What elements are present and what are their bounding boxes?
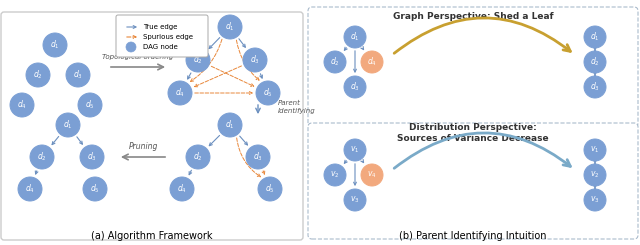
Text: Distribution Perspective:
Sources of Variance Decrease: Distribution Perspective: Sources of Var… [397,123,549,143]
Circle shape [186,145,210,169]
Circle shape [584,139,606,161]
Text: Topological ordering: Topological ordering [102,54,173,60]
Text: $v_3$: $v_3$ [350,195,360,205]
Text: $d_1$: $d_1$ [225,21,235,33]
Circle shape [584,76,606,98]
Text: $d_3$: $d_3$ [253,151,263,163]
Circle shape [218,113,242,137]
Circle shape [170,177,194,201]
Circle shape [30,145,54,169]
Circle shape [83,177,107,201]
Circle shape [243,48,267,72]
Text: $d_4$: $d_4$ [367,56,377,68]
Text: DAG node: DAG node [143,44,178,50]
Text: True edge: True edge [143,24,177,30]
Text: $d_4$: $d_4$ [175,87,185,99]
FancyBboxPatch shape [308,123,638,239]
Circle shape [584,164,606,186]
Text: $d_1$: $d_1$ [63,119,73,131]
Text: Parent
Identifying: Parent Identifying [278,100,316,114]
Text: $d_3$: $d_3$ [590,81,600,93]
Circle shape [18,177,42,201]
Circle shape [344,26,366,48]
Text: Pruning: Pruning [128,142,157,151]
Text: $v_1$: $v_1$ [350,145,360,155]
Text: $d_1$: $d_1$ [590,31,600,43]
Circle shape [126,42,136,52]
Circle shape [246,145,270,169]
Text: $d_2$: $d_2$ [330,56,340,68]
Text: (a) Algorithm Framework: (a) Algorithm Framework [92,231,212,241]
Text: $d_2$: $d_2$ [193,54,203,66]
Text: $v_3$: $v_3$ [590,195,600,205]
Text: Graph Perspective: Shed a Leaf: Graph Perspective: Shed a Leaf [393,12,554,22]
Circle shape [361,51,383,73]
FancyBboxPatch shape [308,7,638,127]
Circle shape [168,81,192,105]
Text: $d_3$: $d_3$ [73,69,83,81]
Circle shape [80,145,104,169]
Circle shape [26,63,50,87]
Circle shape [256,81,280,105]
Text: $d_1$: $d_1$ [50,39,60,51]
Circle shape [10,93,34,117]
Text: (b) Parent Identifying Intuition: (b) Parent Identifying Intuition [399,231,547,241]
Circle shape [218,15,242,39]
Circle shape [258,177,282,201]
Circle shape [43,33,67,57]
Circle shape [324,164,346,186]
Text: $d_1$: $d_1$ [350,31,360,43]
Text: $d_4$: $d_4$ [17,99,27,111]
Text: $d_3$: $d_3$ [87,151,97,163]
Circle shape [344,189,366,211]
FancyBboxPatch shape [1,12,303,240]
Circle shape [344,139,366,161]
Circle shape [584,51,606,73]
Circle shape [78,93,102,117]
Circle shape [584,26,606,48]
FancyBboxPatch shape [116,15,208,57]
Text: $d_3$: $d_3$ [250,54,260,66]
Text: $d_5$: $d_5$ [90,183,100,195]
Circle shape [186,48,210,72]
Text: $d_2$: $d_2$ [37,151,47,163]
Text: $d_2$: $d_2$ [33,69,43,81]
Circle shape [66,63,90,87]
Text: $d_2$: $d_2$ [590,56,600,68]
Text: $d_5$: $d_5$ [265,183,275,195]
Text: $d_5$: $d_5$ [263,87,273,99]
Text: $v_1$: $v_1$ [590,145,600,155]
Text: $d_3$: $d_3$ [350,81,360,93]
Text: $d_4$: $d_4$ [25,183,35,195]
Text: $v_2$: $v_2$ [590,170,600,180]
Circle shape [324,51,346,73]
Text: $d_2$: $d_2$ [193,151,203,163]
Circle shape [344,76,366,98]
Circle shape [361,164,383,186]
Text: $d_1$: $d_1$ [225,119,235,131]
Text: $d_5$: $d_5$ [85,99,95,111]
Text: $d_4$: $d_4$ [177,183,187,195]
Circle shape [56,113,80,137]
Text: $v_2$: $v_2$ [330,170,340,180]
Text: Spurious edge: Spurious edge [143,34,193,40]
Circle shape [584,189,606,211]
Text: $v_4$: $v_4$ [367,170,377,180]
